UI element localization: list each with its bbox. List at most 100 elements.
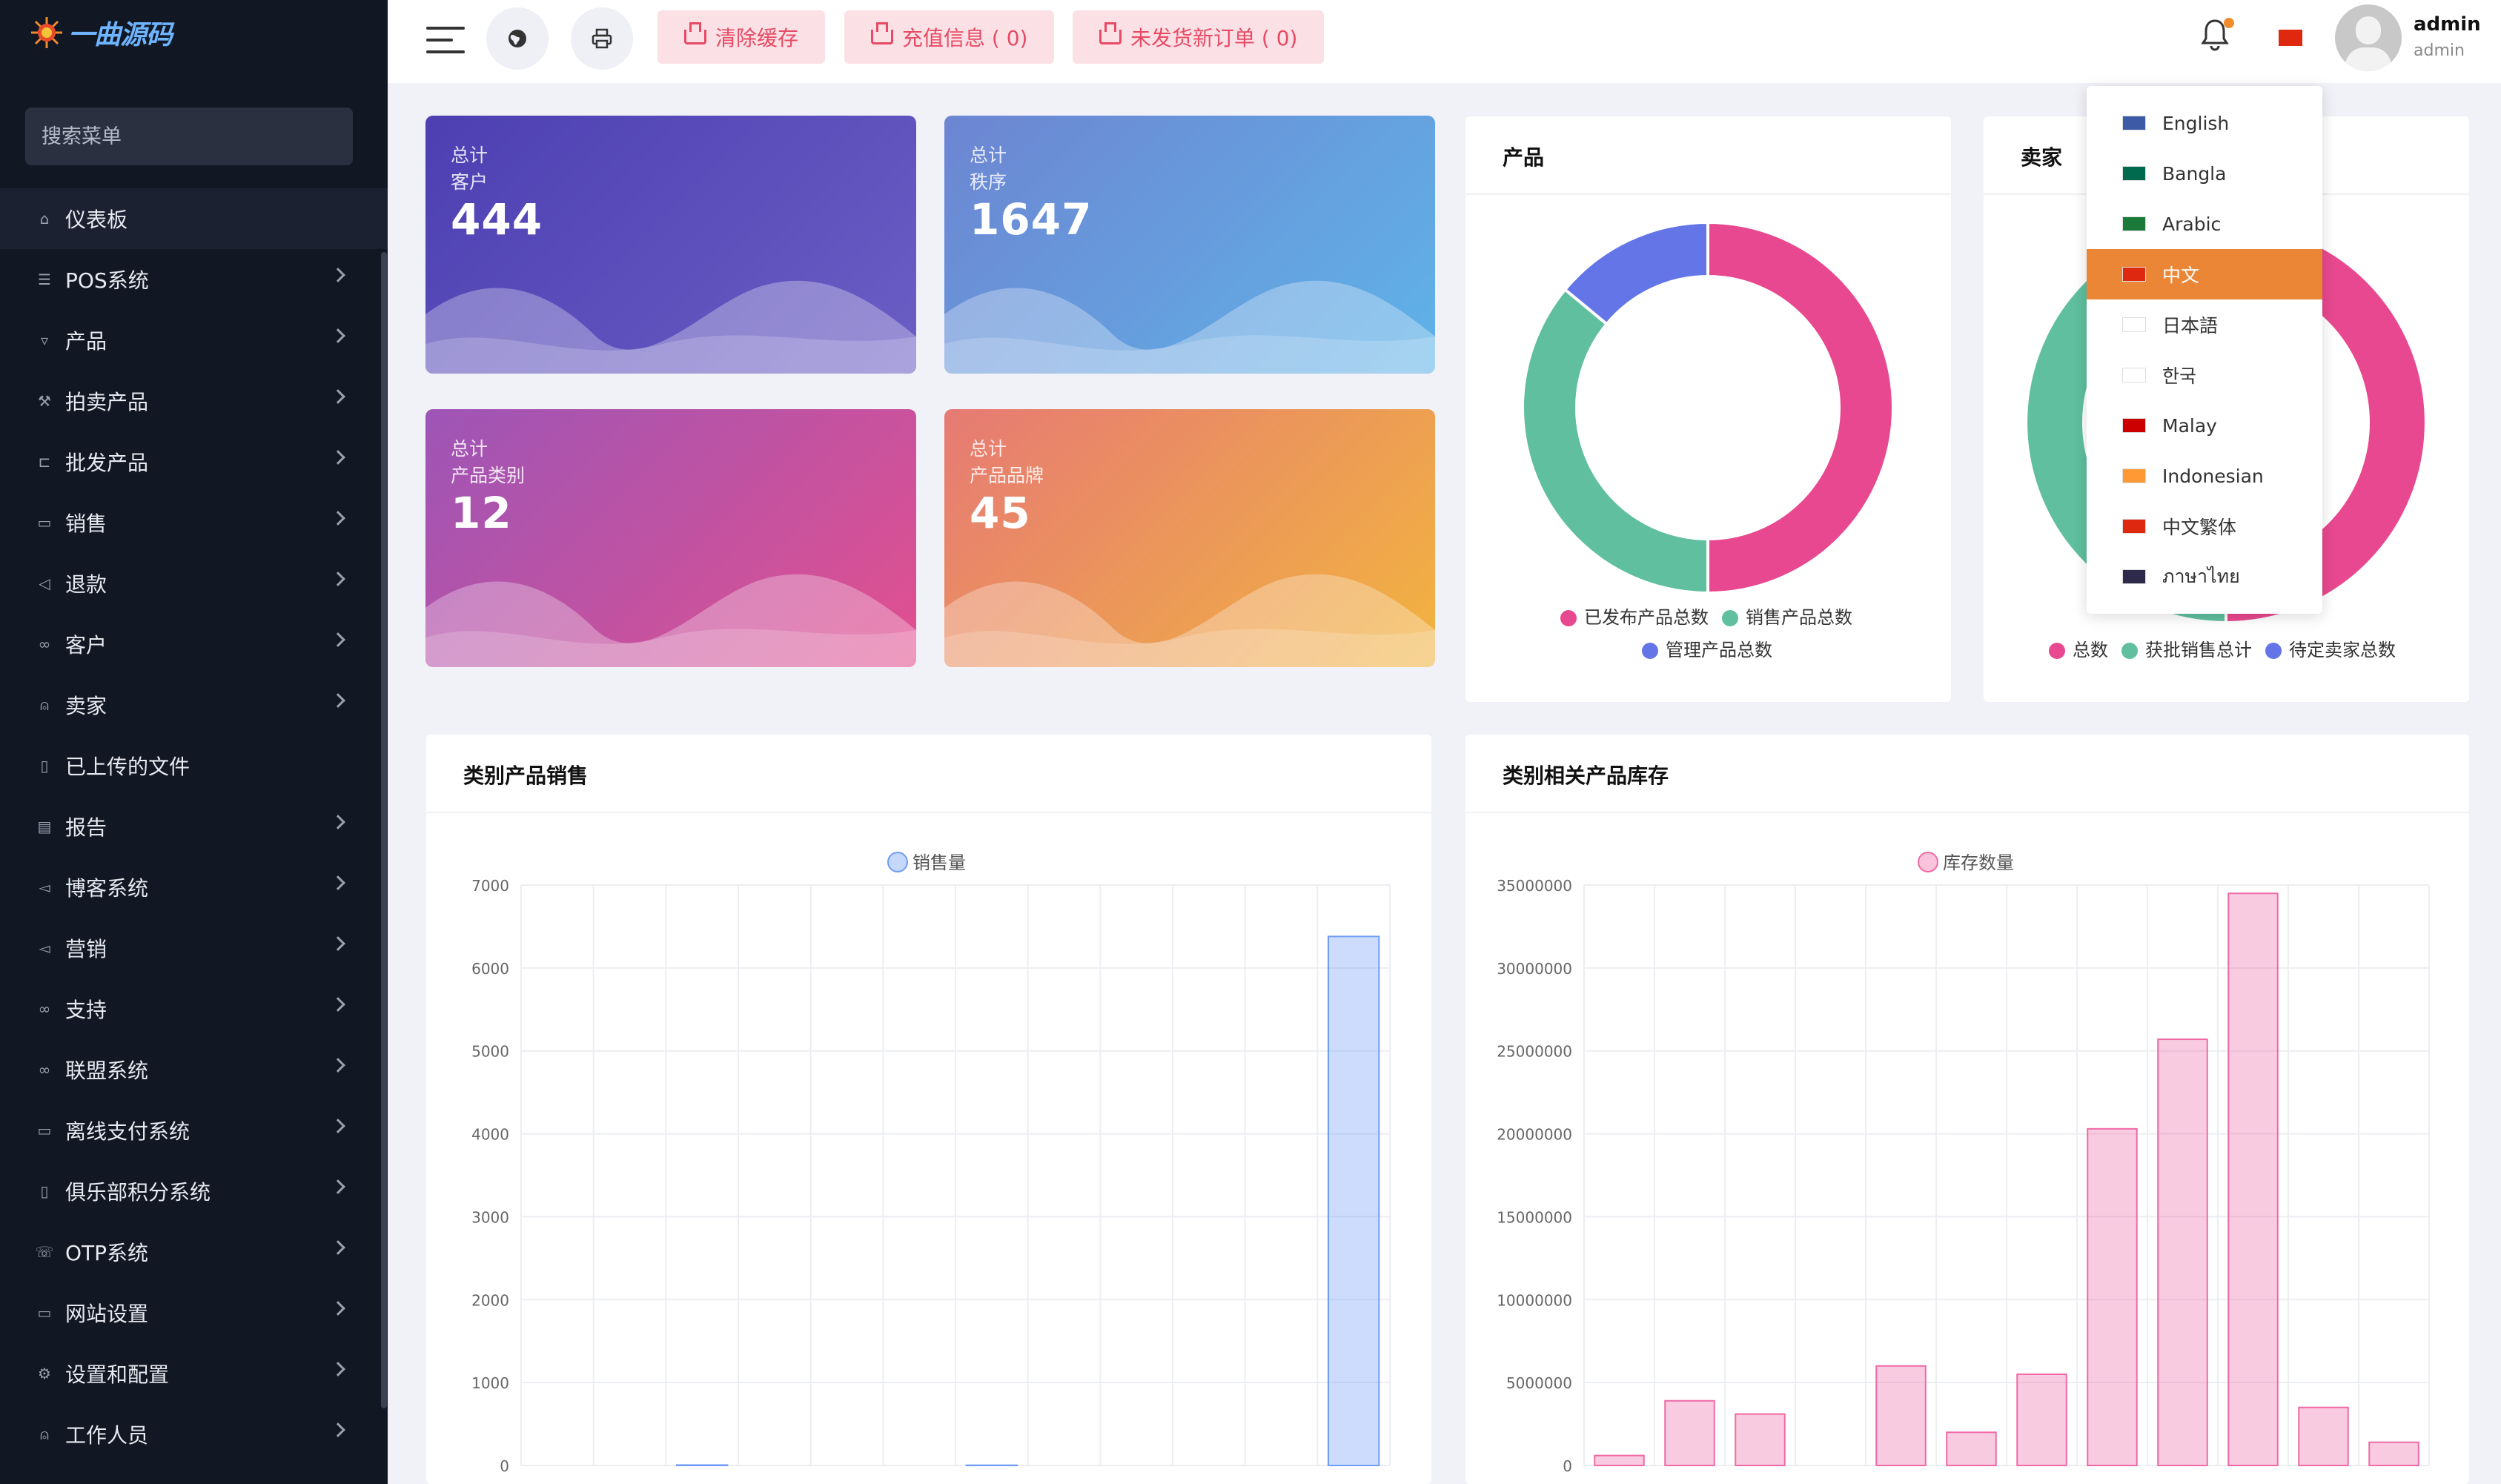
language-option[interactable]: English <box>2087 98 2322 148</box>
sidebar-item-20[interactable]: ⍝ 工作人员 <box>0 1404 388 1465</box>
bar[interactable] <box>2087 1127 2138 1466</box>
sidebar-item-1[interactable]: ☰ POS系统 <box>0 249 388 310</box>
language-option[interactable]: ภาษาไทย <box>2087 551 2322 602</box>
language-option[interactable]: Bangla <box>2087 148 2322 199</box>
globe-icon <box>509 30 526 47</box>
bar[interactable] <box>1735 1413 1786 1466</box>
y-tick-label: 5000 <box>471 1043 509 1061</box>
sidebar-item-6[interactable]: ◁ 退款 <box>0 553 388 614</box>
bar-legend[interactable]: 库存数量 <box>1918 852 2014 873</box>
chevron-right-icon <box>331 632 345 647</box>
hamburger-menu-icon[interactable] <box>426 27 465 56</box>
bell-icon[interactable] <box>2200 18 2230 53</box>
bar[interactable] <box>1327 935 1380 1466</box>
cn-flag-icon[interactable] <box>2279 30 2302 46</box>
legend-published[interactable]: 已发布产品总数 <box>1560 603 1709 629</box>
bar-legend[interactable]: 销售量 <box>887 852 966 873</box>
stat-card-categories[interactable]: 总计 产品类别 12 <box>425 409 916 667</box>
bar[interactable] <box>1875 1365 1927 1466</box>
recharge-info-button[interactable]: 充值信息 ( 0) <box>844 10 1055 64</box>
sidebar-item-label: 联盟系统 <box>65 1059 149 1083</box>
bar[interactable] <box>2227 892 2279 1466</box>
donut-slice[interactable] <box>2225 220 2428 625</box>
sidebar-item-label: 工作人员 <box>65 1423 149 1448</box>
language-option[interactable]: 한국 <box>2087 350 2322 400</box>
sidebar-item-18[interactable]: ▭ 网站设置 <box>0 1282 388 1343</box>
sidebar-item-2[interactable]: ▿ 产品 <box>0 310 388 371</box>
bar[interactable] <box>1664 1399 1715 1466</box>
wave-front <box>944 335 1435 374</box>
printer-icon <box>592 28 612 49</box>
chevron-right-icon <box>331 450 345 465</box>
avatar[interactable] <box>2335 4 2402 71</box>
sidebar-item-4[interactable]: ⊏ 批发产品 <box>0 431 388 492</box>
sidebar-item-17[interactable]: ☏ OTP系统 <box>0 1222 388 1282</box>
stat-card-orders[interactable]: 总计 秩序 1647 <box>944 116 1435 374</box>
gear-icon: ⚙ <box>38 1365 51 1382</box>
sidebar-item-3[interactable]: ⚒ 拍卖产品 <box>0 371 388 431</box>
sidebar-item-label: 网站设置 <box>65 1302 149 1326</box>
divider <box>426 812 1431 813</box>
language-option[interactable]: 中文 <box>2087 249 2322 299</box>
sidebar-item-12[interactable]: ◅ 营销 <box>0 918 388 978</box>
stat-label-total: 总计 <box>970 145 1007 166</box>
monitor-icon: ▭ <box>37 1304 52 1322</box>
bd-flag-icon <box>2122 166 2146 181</box>
bar[interactable] <box>2298 1406 2349 1467</box>
language-option[interactable]: 中文繁体 <box>2087 501 2322 551</box>
bar[interactable] <box>2368 1441 2419 1466</box>
sidebar-item-11[interactable]: ◅ 博客系统 <box>0 857 388 918</box>
notification-dot <box>2224 18 2234 28</box>
legend-approved[interactable]: 获批销售总计 <box>2121 635 2252 661</box>
sidebar-item-0[interactable]: ⌂ 仪表板 <box>0 188 388 249</box>
language-option[interactable]: Indonesian <box>2087 451 2322 501</box>
sidebar-item-label: 营销 <box>65 937 107 961</box>
brand-logo[interactable]: 一曲源码 <box>30 13 173 52</box>
category-sales-bar-chart: 销售量 0 1000 2000 3000 4000 5000 6000 7000 <box>471 852 1391 1475</box>
menu-search-input[interactable] <box>25 107 353 165</box>
sidebar-item-8[interactable]: ⍝ 卖家 <box>0 675 388 735</box>
sidebar-item-5[interactable]: ▭ 销售 <box>0 492 388 553</box>
globe-button[interactable] <box>486 7 549 70</box>
legend-pending[interactable]: 待定卖家总数 <box>2265 635 2396 661</box>
sidebar-item-19[interactable]: ⚙ 设置和配置 <box>0 1343 388 1404</box>
print-button[interactable] <box>571 7 633 70</box>
sidebar-scrollbar[interactable] <box>381 252 387 1408</box>
folder-icon: ▯ <box>40 757 49 775</box>
donut-slice[interactable] <box>1521 287 1709 595</box>
bar[interactable] <box>1946 1431 1997 1466</box>
bar[interactable] <box>2157 1039 2208 1467</box>
stat-card-customers[interactable]: 总计 客户 444 <box>425 116 916 374</box>
sidebar-item-9[interactable]: ▯ 已上传的文件 <box>0 735 388 796</box>
clear-cache-button[interactable]: 清除缓存 <box>657 10 826 64</box>
sidebar-item-label: 卖家 <box>65 694 107 718</box>
legend-total[interactable]: 总数 <box>2049 635 2108 661</box>
language-option[interactable]: Malay <box>2087 400 2322 451</box>
language-option[interactable]: 日本語 <box>2087 299 2322 350</box>
legend-admin[interactable]: 管理产品总数 <box>1642 635 1772 661</box>
language-option[interactable]: Arabic <box>2087 199 2322 249</box>
cart-icon: ▿ <box>40 331 49 349</box>
sidebar-item-7[interactable]: ∞ 客户 <box>0 614 388 675</box>
donut-slice[interactable] <box>1563 220 1709 326</box>
chevron-right-icon <box>331 328 345 343</box>
sidebar-item-15[interactable]: ▭ 离线支付系统 <box>0 1100 388 1161</box>
stat-card-brands[interactable]: 总计 产品品牌 45 <box>944 409 1435 667</box>
sidebar-item-label: 设置和配置 <box>65 1362 170 1387</box>
sidebar-item-14[interactable]: ∞ 联盟系统 <box>0 1039 388 1100</box>
sidebar: 一曲源码 ⌂ 仪表板 ☰ POS系统 ▿ 产品 ⚒ 拍卖产品 ⊏ 批发产品 ▭ 销售 ◁ 退款 ∞ 客户 ⍝ 卖家… <box>0 0 388 1484</box>
sidebar-item-label: 俱乐部积分系统 <box>65 1180 211 1205</box>
legend-sold[interactable]: 销售产品总数 <box>1722 603 1852 629</box>
sidebar-item-16[interactable]: ▯ 俱乐部积分系统 <box>0 1161 388 1222</box>
y-tick-label: 2000 <box>471 1291 509 1309</box>
tray-icon <box>684 22 706 44</box>
donut-slice[interactable] <box>1706 220 1895 595</box>
sidebar-item-10[interactable]: ▤ 报告 <box>0 796 388 857</box>
user-name[interactable]: admin <box>2414 13 2481 36</box>
unshipped-orders-button[interactable]: 未发货新订单 ( 0) <box>1073 10 1325 64</box>
file-icon: ▤ <box>37 818 52 835</box>
language-label: ภาษาไทย <box>2162 566 2240 587</box>
sidebar-item-13[interactable]: ∞ 支持 <box>0 978 388 1039</box>
bar[interactable] <box>1594 1454 1645 1467</box>
bar[interactable] <box>2016 1373 2067 1467</box>
